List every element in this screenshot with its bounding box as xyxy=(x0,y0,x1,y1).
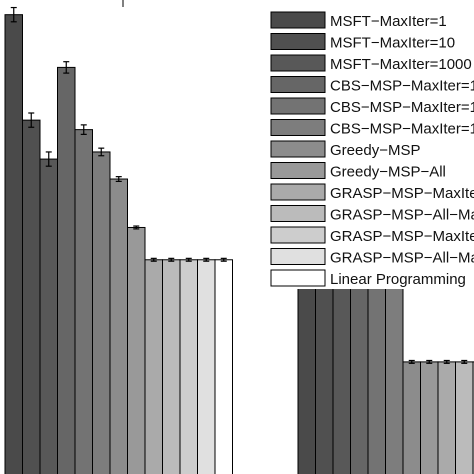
error-bar-1-3 xyxy=(45,151,52,167)
legend-swatch-7 xyxy=(270,140,326,158)
legend-swatch-6 xyxy=(270,119,326,136)
legend-item-4: CBS−MSP−MaxIter=1 xyxy=(270,76,474,95)
bar-1-8 xyxy=(127,226,146,474)
legend: MSFT−MaxIter=1 MSFT−MaxIter=10 MSFT−MaxIte… xyxy=(264,4,474,289)
error-bar-2-7 xyxy=(408,359,415,364)
bar-2-7 xyxy=(402,361,421,474)
legend-label-5: CBS−MSP−MaxIter=10 xyxy=(330,99,474,116)
error-bar-1-13 xyxy=(220,257,227,262)
legend-swatch-2 xyxy=(270,33,326,50)
legend-swatch-9 xyxy=(270,183,326,201)
bar-1-10 xyxy=(162,259,181,474)
legend-swatch-12 xyxy=(270,248,326,265)
bar-1-2 xyxy=(22,119,41,474)
bar-1-5 xyxy=(74,129,93,474)
error-bar-2-9 xyxy=(443,359,450,364)
legend-item-11: GRASP−MSP−MaxIter=10 xyxy=(270,226,474,245)
bar-1-11 xyxy=(179,259,198,474)
error-bar-1-12 xyxy=(203,257,210,262)
legend-item-1: MSFT−MaxIter=1 xyxy=(270,11,447,30)
legend-item-7: Greedy−MSP xyxy=(270,140,420,159)
legend-item-9: GRASP−MSP−MaxIter=1 xyxy=(270,183,474,202)
legend-item-8: Greedy−MSP−All xyxy=(270,162,446,181)
legend-item-10: GRASP−MSP−All−MaxIter=1 xyxy=(270,205,474,224)
bar-2-9 xyxy=(437,361,456,474)
bar-1-6 xyxy=(92,151,111,474)
legend-swatch-5 xyxy=(270,97,326,115)
legend-swatch-13 xyxy=(270,269,326,287)
legend-label-11: GRASP−MSP−MaxIter=10 xyxy=(330,228,474,245)
legend-item-3: MSFT−MaxIter=1000 xyxy=(270,54,472,73)
bar-1-13 xyxy=(214,259,233,474)
bar-1-3 xyxy=(39,158,58,474)
error-bar-1-1 xyxy=(10,6,17,23)
bar-1-7 xyxy=(109,178,128,474)
legend-item-13: Linear Programming xyxy=(270,269,466,288)
bar-1-9 xyxy=(144,259,163,474)
error-bar-1-2 xyxy=(28,112,35,128)
bar-2-8 xyxy=(420,361,439,474)
error-bar-1-11 xyxy=(185,257,192,262)
error-bar-1-6 xyxy=(98,147,105,157)
bar-2-10 xyxy=(455,361,474,474)
legend-item-2: MSFT−MaxIter=10 xyxy=(270,33,455,52)
error-bar-1-7 xyxy=(115,176,122,182)
legend-swatch-1 xyxy=(270,11,326,29)
error-bar-1-10 xyxy=(168,257,175,262)
legend-swatch-11 xyxy=(270,226,326,244)
legend-swatch-4 xyxy=(270,76,326,93)
legend-swatch-8 xyxy=(270,162,326,179)
legend-label-10: GRASP−MSP−All−MaxIter=1 xyxy=(330,207,474,224)
error-bar-2-10 xyxy=(461,359,468,364)
legend-label-4: CBS−MSP−MaxIter=1 xyxy=(330,78,474,95)
legend-item-5: CBS−MSP−MaxIter=10 xyxy=(270,97,474,116)
bar-2-3 xyxy=(332,265,351,474)
error-bar-1-8 xyxy=(133,225,140,230)
legend-label-9: GRASP−MSP−MaxIter=1 xyxy=(330,185,474,202)
legend-item-12: GRASP−MSP−All−MaxIter=10 xyxy=(270,248,474,267)
error-bar-2-8 xyxy=(426,359,433,364)
legend-label-12: GRASP−MSP−All−MaxIter=10 xyxy=(330,250,474,267)
legend-label-1: MSFT−MaxIter=1 xyxy=(330,13,447,30)
legend-label-3: MSFT−MaxIter=1000 xyxy=(330,56,472,73)
legend-label-2: MSFT−MaxIter=10 xyxy=(330,35,455,52)
legend-label-13: Linear Programming xyxy=(330,271,466,288)
bar-1-12 xyxy=(197,259,216,474)
error-bar-1-4 xyxy=(63,61,70,74)
bar-1-4 xyxy=(57,66,76,474)
legend-label-6: CBS−MSP−MaxIter=1000 xyxy=(330,121,474,138)
legend-label-7: Greedy−MSP xyxy=(330,142,420,159)
legend-swatch-3 xyxy=(270,54,326,72)
bar-1-1 xyxy=(4,14,23,474)
legend-swatch-10 xyxy=(270,205,326,222)
legend-label-8: Greedy−MSP−All xyxy=(330,164,446,181)
error-bar-1-5 xyxy=(80,124,87,135)
legend-item-6: CBS−MSP−MaxIter=1000 xyxy=(270,119,474,138)
error-bar-1-9 xyxy=(150,257,157,262)
